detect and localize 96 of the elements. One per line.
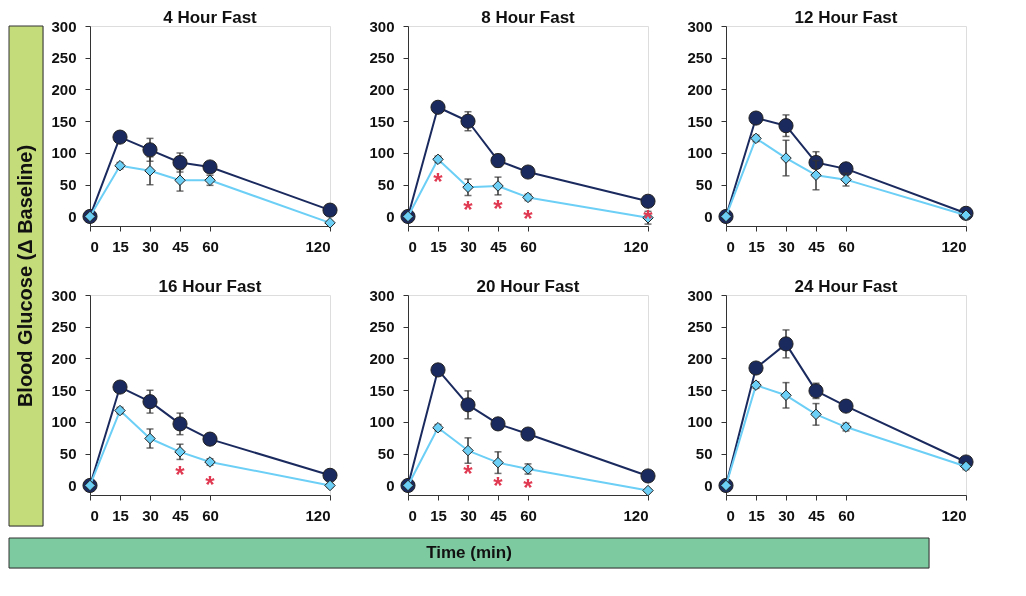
x-tick-label: 15 bbox=[112, 237, 129, 255]
x-tick-label: 120 bbox=[305, 506, 331, 524]
x-tick-label: 0 bbox=[90, 506, 99, 524]
y-tick-label: 300 bbox=[51, 17, 77, 35]
x-tick-label: 120 bbox=[305, 237, 331, 255]
y-tick-label: 250 bbox=[51, 318, 77, 336]
x-tick-label: 45 bbox=[808, 506, 825, 524]
x-axis-title: Time (min) bbox=[426, 543, 512, 562]
y-tick-label: 200 bbox=[687, 80, 713, 98]
chart-title: 12 Hour Fast bbox=[794, 8, 898, 27]
y-tick-label: 0 bbox=[386, 207, 395, 225]
x-tick-label: 30 bbox=[778, 506, 795, 524]
x-tick-label: 45 bbox=[490, 506, 507, 524]
y-tick-label: 150 bbox=[687, 112, 713, 130]
annotation: * bbox=[205, 470, 216, 498]
chart-title: 8 Hour Fast bbox=[481, 8, 576, 27]
x-tick-label: 45 bbox=[172, 237, 189, 255]
y-tick-label: 50 bbox=[377, 176, 395, 194]
chart-title: 4 Hour Fast bbox=[163, 8, 258, 27]
x-tick-label: 0 bbox=[90, 237, 99, 255]
y-tick-label: 0 bbox=[704, 207, 713, 225]
x-tick-label: 60 bbox=[520, 506, 537, 524]
y-tick-label: 100 bbox=[51, 144, 77, 162]
annotation: * bbox=[493, 471, 504, 499]
y-tick-label: 100 bbox=[369, 413, 395, 431]
x-tick-label: 45 bbox=[490, 237, 507, 255]
y-tick-label: 250 bbox=[51, 49, 77, 67]
x-tick-label: 120 bbox=[623, 506, 649, 524]
y-tick-label: 50 bbox=[59, 445, 77, 463]
annotation: * bbox=[463, 459, 474, 487]
x-tick-label: 60 bbox=[202, 237, 219, 255]
x-tick-label: 60 bbox=[520, 237, 537, 255]
y-tick-label: 200 bbox=[369, 349, 395, 367]
chart-title: 20 Hour Fast bbox=[476, 277, 580, 296]
y-tick-label: 100 bbox=[51, 413, 77, 431]
x-tick-label: 15 bbox=[430, 237, 447, 255]
annotation: * bbox=[463, 196, 474, 224]
y-tick-label: 300 bbox=[687, 17, 713, 35]
y-tick-label: 50 bbox=[695, 176, 713, 194]
x-tick-label: 120 bbox=[941, 506, 967, 524]
y-tick-label: 0 bbox=[386, 476, 395, 494]
x-tick-label: 60 bbox=[202, 506, 219, 524]
annotation: * bbox=[523, 474, 534, 501]
y-tick-label: 150 bbox=[369, 381, 395, 399]
annotation: * bbox=[493, 195, 504, 222]
y-tick-label: 50 bbox=[377, 445, 395, 463]
y-tick-label: 100 bbox=[687, 144, 713, 162]
x-tick-label: 30 bbox=[778, 237, 795, 255]
x-tick-label: 30 bbox=[142, 237, 159, 255]
y-tick-label: 200 bbox=[51, 349, 77, 367]
chart-title: 16 Hour Fast bbox=[158, 277, 262, 296]
y-tick-label: 200 bbox=[51, 80, 77, 98]
x-tick-label: 15 bbox=[748, 237, 765, 255]
y-tick-label: 300 bbox=[369, 17, 395, 35]
annotation: * bbox=[643, 205, 654, 232]
y-tick-label: 150 bbox=[369, 112, 395, 130]
y-tick-label: 300 bbox=[369, 286, 395, 304]
y-tick-label: 200 bbox=[369, 80, 395, 98]
y-tick-label: 0 bbox=[704, 476, 713, 494]
x-tick-label: 30 bbox=[460, 237, 477, 255]
x-tick-label: 15 bbox=[112, 506, 129, 524]
x-tick-label: 45 bbox=[172, 506, 189, 524]
x-tick-label: 15 bbox=[748, 506, 765, 524]
x-tick-label: 120 bbox=[941, 237, 967, 255]
y-tick-label: 100 bbox=[687, 413, 713, 431]
x-tick-label: 0 bbox=[408, 506, 417, 524]
y-tick-label: 50 bbox=[695, 445, 713, 463]
y-tick-label: 150 bbox=[687, 381, 713, 399]
annotation: * bbox=[523, 205, 534, 232]
x-tick-label: 0 bbox=[408, 237, 417, 255]
y-tick-label: 300 bbox=[51, 286, 77, 304]
annotation: * bbox=[433, 168, 444, 196]
y-tick-label: 0 bbox=[68, 207, 77, 225]
y-tick-label: 0 bbox=[68, 476, 77, 494]
y-tick-label: 100 bbox=[369, 144, 395, 162]
y-tick-label: 150 bbox=[51, 381, 77, 399]
chart-title: 24 Hour Fast bbox=[794, 277, 898, 296]
y-tick-label: 200 bbox=[687, 349, 713, 367]
annotation: * bbox=[175, 460, 186, 488]
x-tick-label: 30 bbox=[142, 506, 159, 524]
x-tick-label: 30 bbox=[460, 506, 477, 524]
y-tick-label: 50 bbox=[59, 176, 77, 194]
x-tick-label: 0 bbox=[726, 237, 735, 255]
x-tick-label: 120 bbox=[623, 237, 649, 255]
x-tick-label: 45 bbox=[808, 237, 825, 255]
y-tick-label: 150 bbox=[51, 112, 77, 130]
y-axis-title: Blood Glucose (Δ Baseline) bbox=[14, 144, 36, 408]
y-tick-label: 250 bbox=[687, 49, 713, 67]
x-tick-label: 0 bbox=[726, 506, 735, 524]
y-tick-label: 250 bbox=[369, 318, 395, 336]
x-tick-label: 15 bbox=[430, 506, 447, 524]
y-tick-label: 250 bbox=[687, 318, 713, 336]
y-tick-label: 300 bbox=[687, 286, 713, 304]
x-tick-label: 60 bbox=[838, 506, 855, 524]
x-tick-label: 60 bbox=[838, 237, 855, 255]
y-tick-label: 250 bbox=[369, 49, 395, 67]
